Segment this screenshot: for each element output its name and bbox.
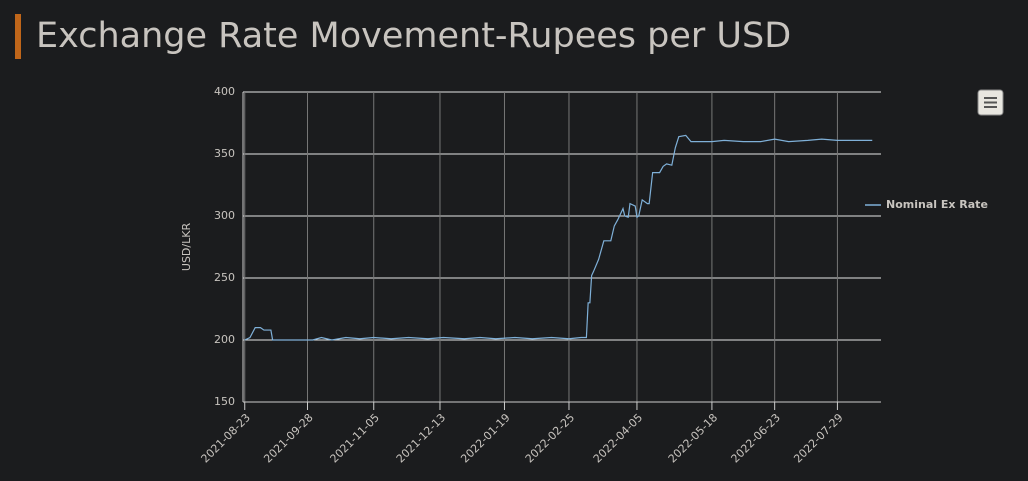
menu-bar bbox=[984, 97, 997, 99]
line-series bbox=[244, 134, 873, 341]
legend-label: Nominal Ex Rate bbox=[886, 198, 988, 211]
menu-bar bbox=[984, 106, 997, 108]
y-tick-label: 150 bbox=[214, 395, 235, 408]
menu-bar bbox=[984, 101, 997, 104]
menu-button[interactable] bbox=[977, 89, 1004, 116]
y-tick-label: 200 bbox=[214, 333, 235, 346]
y-tick-label: 250 bbox=[214, 271, 235, 284]
y-tick-label: 400 bbox=[214, 85, 235, 98]
y-axis-label: USD/LKR bbox=[180, 223, 193, 272]
y-tick-label: 300 bbox=[214, 209, 235, 222]
title-accent bbox=[15, 14, 21, 59]
chart-title: Exchange Rate Movement-Rupees per USD bbox=[36, 16, 791, 56]
y-tick-label: 350 bbox=[214, 147, 235, 160]
